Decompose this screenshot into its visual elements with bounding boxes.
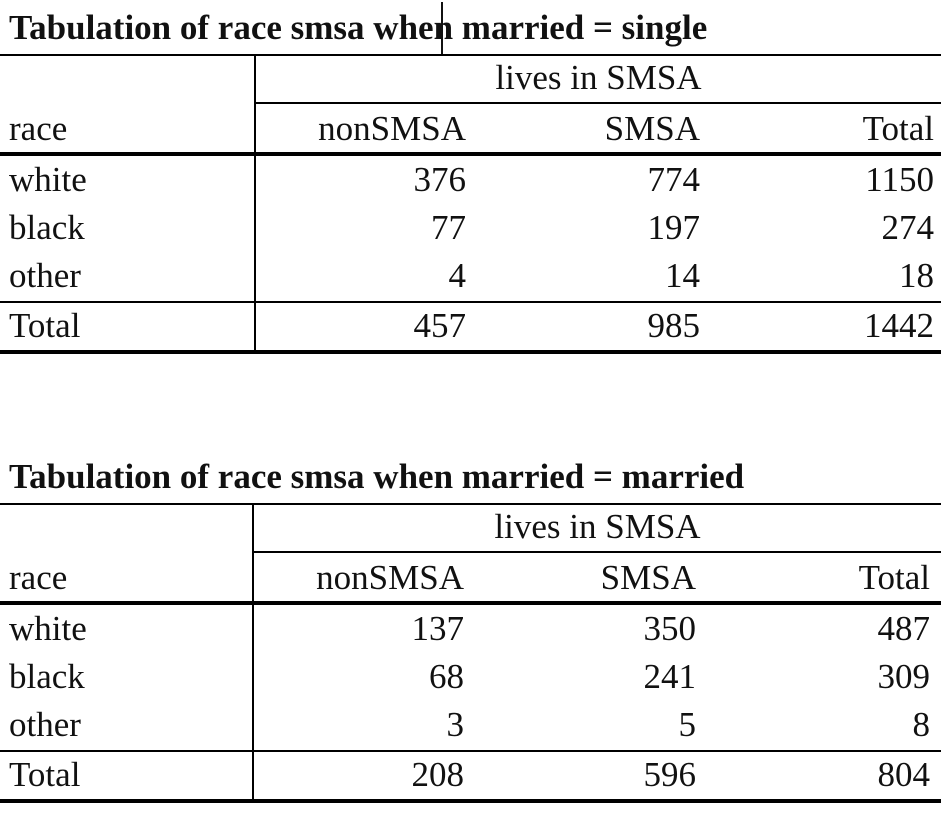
bottom-rule — [0, 350, 941, 354]
supercolumn-header: lives in SMSA — [495, 58, 702, 97]
table-cell: 137 — [411, 609, 465, 648]
total-rule — [0, 301, 941, 303]
table-cell: 1442 — [864, 306, 934, 345]
table-cell: 208 — [411, 755, 465, 794]
column-header-total: Total — [862, 109, 934, 148]
row-header-divider — [252, 503, 254, 803]
table-cell: 985 — [647, 306, 701, 345]
row-label-white: white — [9, 160, 87, 199]
table-cell: 5 — [678, 705, 697, 744]
table-cell: 309 — [877, 657, 931, 696]
table-title: Tabulation of race smsa when married = m… — [9, 457, 745, 496]
column-header-nonsmsa: nonSMSA — [318, 109, 466, 148]
table-cell: 487 — [877, 609, 931, 648]
top-rule — [0, 54, 941, 56]
table-cell: 197 — [647, 208, 701, 247]
header-rule — [0, 152, 941, 156]
table-cell: 350 — [643, 609, 697, 648]
column-header-nonsmsa: nonSMSA — [316, 558, 464, 597]
table-cell: 4 — [448, 256, 467, 295]
row-label-other: other — [9, 705, 81, 744]
table-cell: 14 — [665, 256, 700, 295]
title-part-2: when married = single — [364, 8, 708, 47]
table-cell: 77 — [431, 208, 466, 247]
supercolumn-rule — [256, 102, 941, 104]
row-label-black: black — [9, 657, 85, 696]
table-cell: 241 — [643, 657, 697, 696]
title-part-1: Tabulation of race smsa — [9, 8, 365, 47]
table-cell: 376 — [413, 160, 467, 199]
top-rule — [0, 503, 941, 505]
row-header: race — [9, 109, 68, 148]
row-label-other: other — [9, 256, 81, 295]
header-rule — [0, 601, 941, 605]
row-label-black: black — [9, 208, 85, 247]
supercolumn-header: lives in SMSA — [494, 507, 701, 546]
row-label-white: white — [9, 609, 87, 648]
table-cell: 774 — [647, 160, 701, 199]
table-cell: 596 — [643, 755, 697, 794]
table-cell: 1150 — [865, 160, 934, 199]
column-header-total: Total — [858, 558, 930, 597]
table-title: Tabulation of race smsa when married = s… — [9, 4, 707, 52]
row-label-total: Total — [9, 306, 81, 345]
table-cell: 804 — [877, 755, 931, 794]
column-header-smsa: SMSA — [600, 558, 696, 597]
supercolumn-rule — [254, 551, 941, 553]
table-cell: 457 — [413, 306, 467, 345]
table-cell: 274 — [881, 208, 935, 247]
text-cursor — [441, 2, 443, 54]
bottom-rule — [0, 799, 941, 803]
table-cell: 18 — [899, 256, 934, 295]
table-cell: 8 — [912, 705, 931, 744]
column-header-smsa: SMSA — [604, 109, 700, 148]
row-header-divider — [254, 54, 256, 354]
row-label-total: Total — [9, 755, 81, 794]
total-rule — [0, 750, 941, 752]
table-cell: 3 — [446, 705, 465, 744]
row-header: race — [9, 558, 68, 597]
table-cell: 68 — [429, 657, 464, 696]
